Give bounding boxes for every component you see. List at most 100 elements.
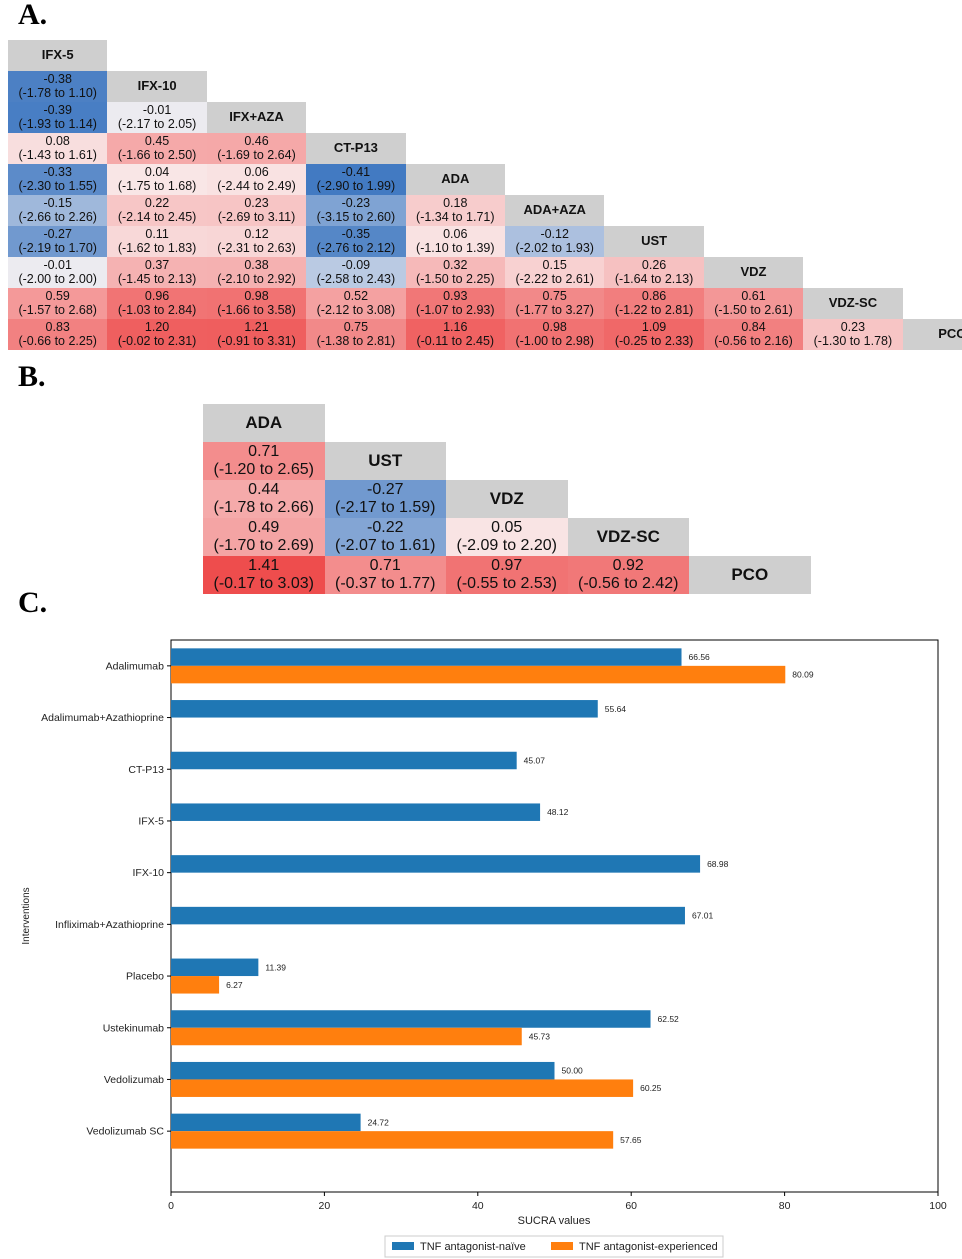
league-cell-estimate: 0.37 — [144, 257, 170, 272]
league-cell-estimate: 0.23 — [244, 195, 269, 210]
league-cell: 0.71 (-1.20 to 2.65) — [203, 442, 325, 480]
league-cell-estimate: 0.98 — [244, 288, 269, 303]
league-cell: 0.93 (-1.07 to 2.93) — [405, 288, 505, 319]
league-cell-ci: (-2.22 to 2.61) — [515, 271, 594, 286]
bar-naive — [171, 1061, 555, 1080]
league-header-ifx-10: IFX-10 — [107, 71, 207, 102]
league-cell-ci: (-2.30 to 1.55) — [18, 178, 97, 193]
league-cell-ci: (-1.34 to 1.71) — [416, 209, 495, 224]
league-cell-ci: (-1.69 to 2.64) — [217, 147, 296, 162]
league-cell: -0.27 (-2.19 to 1.70) — [8, 226, 108, 257]
league-cell-ci: (-1.75 to 1.68) — [117, 178, 197, 193]
league-cell-estimate: -0.12 — [540, 226, 569, 241]
bar-value-label: 45.73 — [529, 1032, 551, 1042]
league-cell-estimate: 0.06 — [443, 226, 468, 241]
legend-label-naive: TNF antagonist-naïve — [420, 1241, 526, 1253]
league-cell: 1.16 (-0.11 to 2.45) — [405, 319, 505, 350]
league-cell-ci: (-3.15 to 2.60) — [316, 209, 396, 224]
league-cell: 0.98 (-1.66 to 3.58) — [206, 288, 307, 319]
league-cell-ci: (-1.62 to 1.83) — [117, 240, 197, 255]
league-header-ada-aza: ADA+AZA — [505, 195, 605, 226]
bar-naive — [171, 700, 598, 718]
league-cell-estimate: -0.01 — [43, 257, 72, 272]
league-cell: -0.01 (-2.00 to 2.00) — [8, 257, 108, 288]
bar-value-label: 48.12 — [547, 807, 569, 817]
league-cell-estimate: -0.41 — [341, 164, 371, 179]
league-cell-estimate: -0.27 — [367, 481, 404, 499]
league-cell: 1.09 (-0.25 to 2.33) — [604, 319, 704, 350]
league-cell-ci: (-1.50 to 2.25) — [416, 271, 495, 286]
y-tick-label: IFX-10 — [132, 867, 164, 879]
bar-naive — [171, 803, 541, 821]
league-cell-estimate: 0.96 — [144, 288, 170, 303]
league-cell: -0.27 (-2.17 to 1.59) — [324, 480, 446, 518]
league-cell-estimate: 1.16 — [443, 319, 468, 334]
league-cell: 0.15 (-2.22 to 2.61) — [505, 257, 605, 288]
league-cell-ci: (-1.66 to 3.58) — [217, 302, 296, 317]
league-cell-estimate: -0.27 — [43, 226, 72, 241]
league-cell-ci: (-0.56 to 2.16) — [714, 333, 793, 348]
bar-experienced — [171, 1027, 522, 1046]
league-cell: 0.97 (-0.55 to 2.53) — [446, 556, 568, 594]
league-cell: 0.06 (-2.44 to 2.49) — [206, 164, 307, 195]
league-cell: -0.01 (-2.17 to 2.05) — [107, 102, 207, 133]
league-cell-ci: (-1.50 to 2.61) — [714, 302, 793, 317]
legend-swatch-experienced — [551, 1242, 573, 1250]
league-cell: 0.49 (-1.70 to 2.69) — [203, 518, 325, 556]
y-tick-label: Ustekinumab — [103, 1022, 164, 1034]
league-cell-ci: (-2.09 to 2.20) — [456, 537, 558, 554]
league-cell: 0.22 (-2.14 to 2.45) — [107, 195, 207, 226]
league-cell-estimate: -0.23 — [341, 195, 371, 210]
league-cell: 0.71 (-0.37 to 1.77) — [324, 556, 446, 594]
y-tick-label: Adalimumab — [106, 660, 165, 672]
league-cell-estimate: 0.71 — [248, 443, 280, 461]
league-cell: -0.35 (-2.76 to 2.12) — [306, 226, 406, 257]
league-header-vdz-sc: VDZ-SC — [803, 288, 903, 319]
league-cell-estimate: 0.12 — [244, 226, 269, 241]
league-cell-estimate: 0.75 — [542, 288, 567, 303]
league-cell: 0.04 (-1.75 to 1.68) — [107, 164, 207, 195]
league-cell-ci: (-2.58 to 2.43) — [316, 271, 396, 286]
league-cell: 0.96 (-1.03 to 2.84) — [107, 288, 207, 319]
league-cell-ci: (-1.30 to 1.78) — [813, 333, 893, 348]
league-cell-ci: (-2.44 to 2.49) — [217, 178, 296, 193]
league-cell-estimate: -0.15 — [43, 195, 72, 210]
bar-value-label: 67.01 — [692, 911, 714, 921]
x-tick-label: 0 — [168, 1200, 174, 1212]
bar-naive — [171, 906, 685, 925]
league-cell-estimate: 0.32 — [443, 257, 468, 272]
league-cell-ci: (-2.07 to 1.61) — [335, 537, 436, 554]
league-cell-ci: (-0.17 to 3.03) — [213, 575, 315, 592]
league-cell-estimate: 0.92 — [612, 557, 644, 575]
league-cell: -0.09 (-2.58 to 2.43) — [306, 257, 406, 288]
league-cell-ci: (-1.38 to 2.81) — [316, 333, 396, 348]
league-cell: 1.41 (-0.17 to 3.03) — [203, 556, 325, 594]
bar-value-label: 62.52 — [658, 1014, 680, 1024]
league-cell-estimate: 0.15 — [542, 257, 567, 272]
league-cell: 1.21 (-0.91 to 3.31) — [206, 319, 307, 350]
bar-value-label: 57.65 — [620, 1135, 642, 1145]
league-cell-ci: (-1.70 to 2.69) — [213, 537, 315, 554]
league-cell-ci: (-0.56 to 2.42) — [578, 575, 679, 592]
league-cell-estimate: 0.44 — [248, 481, 280, 499]
league-cell-ci: (-1.20 to 2.65) — [213, 461, 315, 478]
y-tick-label: Vedolizumab SC — [86, 1126, 164, 1138]
league-header-pco: PCO — [689, 556, 811, 594]
bar-naive — [171, 1010, 651, 1028]
league-header-vdz-sc: VDZ-SC — [567, 518, 689, 556]
league-header-vdz: VDZ — [703, 257, 804, 288]
league-cell-estimate: 0.93 — [443, 288, 468, 303]
bar-value-label: 24.72 — [368, 1117, 390, 1127]
league-cell-ci: (-0.66 to 2.25) — [18, 333, 97, 348]
league-header-ust: UST — [324, 442, 446, 480]
league-cell-estimate: 0.98 — [542, 319, 567, 334]
league-cell: 0.46 (-1.69 to 2.64) — [206, 133, 307, 164]
league-cell: -0.22 (-2.07 to 1.61) — [324, 518, 446, 556]
league-cell: 0.98 (-1.00 to 2.98) — [505, 319, 605, 350]
bar-experienced — [171, 976, 220, 994]
bar-value-label: 80.09 — [792, 670, 814, 680]
bar-value-label: 66.56 — [689, 652, 711, 662]
league-cell: 0.45 (-1.66 to 2.50) — [107, 133, 207, 164]
league-cell-ci: (-2.17 to 1.59) — [335, 499, 436, 516]
league-cell-estimate: -0.01 — [142, 102, 172, 117]
